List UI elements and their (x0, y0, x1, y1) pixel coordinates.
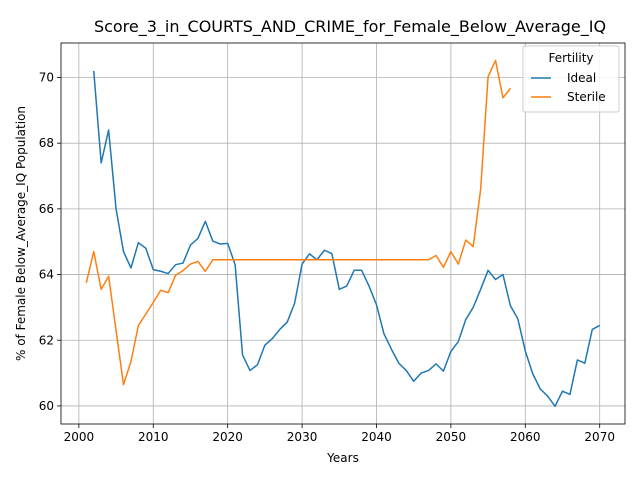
x-tick-label: 2060 (510, 430, 541, 444)
legend-box (522, 45, 620, 113)
legend-label-sterile: Sterile (567, 90, 606, 104)
x-tick-label: 2030 (287, 430, 318, 444)
x-tick-label: 2000 (64, 430, 95, 444)
y-tick-label: 70 (39, 70, 54, 84)
y-tick-label: 68 (39, 136, 54, 150)
y-tick-label: 64 (39, 268, 54, 282)
chart-title: Score_3_in_COURTS_AND_CRIME_for_Female_B… (94, 17, 606, 37)
x-tick-label: 2070 (584, 430, 615, 444)
plot-frame (60, 42, 626, 425)
x-tick-label: 2010 (138, 430, 169, 444)
series-line-ideal (92, 70, 601, 408)
axis-ticks: 2000 2010 2020 2030 2040 2050 2060 2070 60 62 64 66… (39, 70, 615, 444)
y-axis-label: % of Female Below_Average_IQ Population (14, 106, 28, 361)
x-axis-label: Years (326, 451, 359, 465)
series-line-sterile (85, 59, 512, 386)
y-tick-label: 62 (39, 333, 54, 347)
x-tick-label: 2020 (212, 430, 243, 444)
legend: Fertility Ideal Sterile (522, 45, 620, 113)
series-lines (85, 59, 601, 408)
x-tick-label: 2040 (361, 430, 392, 444)
legend-title: Fertility (548, 51, 593, 65)
legend-label-ideal: Ideal (567, 71, 596, 85)
y-tick-label: 66 (39, 202, 54, 216)
x-tick-label: 2050 (436, 430, 467, 444)
y-tick-label: 60 (39, 399, 54, 413)
